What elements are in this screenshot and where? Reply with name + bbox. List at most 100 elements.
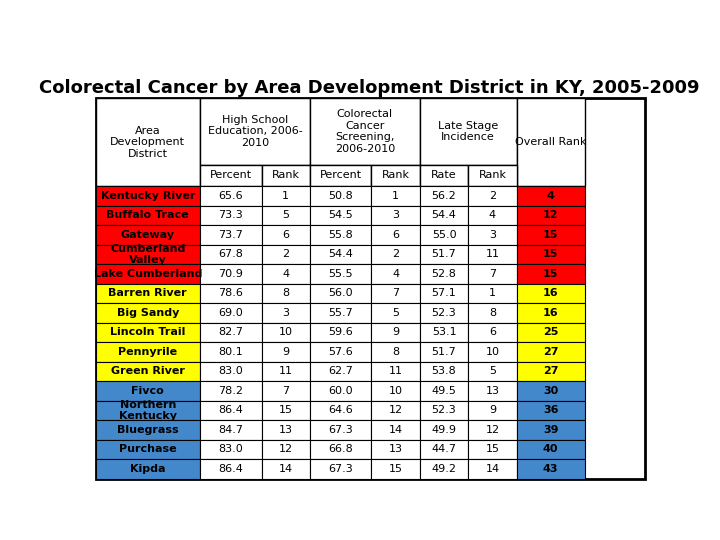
Text: 15: 15 xyxy=(543,269,559,279)
Text: 55.0: 55.0 xyxy=(432,230,456,240)
Bar xyxy=(372,264,420,284)
Bar xyxy=(200,440,261,459)
Text: 27: 27 xyxy=(543,366,559,376)
Bar xyxy=(372,186,420,206)
Bar xyxy=(261,225,310,245)
Text: 73.3: 73.3 xyxy=(218,211,243,220)
Bar xyxy=(420,225,468,245)
Bar xyxy=(261,420,310,440)
Text: 67.8: 67.8 xyxy=(218,249,243,259)
Bar xyxy=(200,303,261,322)
Bar xyxy=(468,362,516,381)
Bar xyxy=(468,459,516,478)
Text: 60.0: 60.0 xyxy=(328,386,353,396)
Bar xyxy=(372,284,420,303)
Bar xyxy=(516,206,585,225)
Bar xyxy=(420,401,468,420)
Bar xyxy=(261,381,310,401)
Bar xyxy=(310,206,372,225)
Bar xyxy=(372,381,420,401)
Text: 12: 12 xyxy=(389,406,402,415)
Text: 86.4: 86.4 xyxy=(218,406,243,415)
Bar xyxy=(96,284,200,303)
Text: 6: 6 xyxy=(489,327,496,338)
Text: Area
Development
District: Area Development District xyxy=(110,125,185,159)
Text: Percent: Percent xyxy=(210,171,252,180)
Text: 86.4: 86.4 xyxy=(218,464,243,474)
Bar xyxy=(96,362,200,381)
Bar xyxy=(200,225,261,245)
Text: 5: 5 xyxy=(282,211,289,220)
Text: 12: 12 xyxy=(485,425,500,435)
Bar xyxy=(468,165,516,186)
Text: 13: 13 xyxy=(485,386,500,396)
Text: 11: 11 xyxy=(279,366,293,376)
Bar xyxy=(200,284,261,303)
Text: 7: 7 xyxy=(282,386,289,396)
Text: 9: 9 xyxy=(392,327,400,338)
Bar xyxy=(96,303,200,322)
Bar xyxy=(420,342,468,362)
Bar xyxy=(261,186,310,206)
Bar xyxy=(420,165,468,186)
Text: 57.6: 57.6 xyxy=(328,347,353,357)
Text: 78.2: 78.2 xyxy=(218,386,243,396)
Bar xyxy=(310,401,372,420)
Bar xyxy=(200,186,261,206)
Bar xyxy=(310,362,372,381)
Text: 9: 9 xyxy=(489,406,496,415)
Bar xyxy=(468,381,516,401)
Text: 15: 15 xyxy=(543,249,559,259)
Bar xyxy=(96,459,200,478)
Text: 16: 16 xyxy=(543,288,559,299)
Bar xyxy=(372,401,420,420)
Text: Northern
Kentucky: Northern Kentucky xyxy=(119,400,177,421)
Bar xyxy=(96,381,200,401)
Text: 70.9: 70.9 xyxy=(218,269,243,279)
Text: 8: 8 xyxy=(489,308,496,318)
Bar xyxy=(96,186,200,206)
Text: 8: 8 xyxy=(282,288,289,299)
Bar xyxy=(372,440,420,459)
Text: Big Sandy: Big Sandy xyxy=(117,308,179,318)
Bar xyxy=(310,186,372,206)
Bar xyxy=(516,303,585,322)
Text: 44.7: 44.7 xyxy=(431,444,456,454)
Text: 53.1: 53.1 xyxy=(432,327,456,338)
Bar xyxy=(200,98,310,165)
Text: 7: 7 xyxy=(392,288,400,299)
Bar xyxy=(516,245,585,264)
Bar xyxy=(516,342,585,362)
Text: 54.4: 54.4 xyxy=(431,211,456,220)
Bar xyxy=(420,264,468,284)
Text: 52.8: 52.8 xyxy=(431,269,456,279)
Bar xyxy=(420,186,468,206)
Text: 10: 10 xyxy=(389,386,402,396)
Bar xyxy=(468,284,516,303)
Text: Lincoln Trail: Lincoln Trail xyxy=(110,327,186,338)
Text: Barren River: Barren River xyxy=(109,288,187,299)
Text: 14: 14 xyxy=(389,425,402,435)
Bar xyxy=(96,401,200,420)
Text: 73.7: 73.7 xyxy=(218,230,243,240)
Bar xyxy=(516,420,585,440)
Text: 84.7: 84.7 xyxy=(218,425,243,435)
Text: 78.6: 78.6 xyxy=(218,288,243,299)
Bar xyxy=(310,381,372,401)
Bar xyxy=(261,264,310,284)
Text: 49.9: 49.9 xyxy=(431,425,456,435)
Bar xyxy=(200,165,261,186)
Text: 66.8: 66.8 xyxy=(328,444,353,454)
Bar xyxy=(468,186,516,206)
Bar xyxy=(420,98,516,165)
Bar xyxy=(468,303,516,322)
Bar xyxy=(310,284,372,303)
Text: 40: 40 xyxy=(543,444,559,454)
Bar xyxy=(310,165,372,186)
Text: 15: 15 xyxy=(389,464,402,474)
Text: 27: 27 xyxy=(543,347,559,357)
Bar xyxy=(372,245,420,264)
Text: 65.6: 65.6 xyxy=(218,191,243,201)
Text: 4: 4 xyxy=(489,211,496,220)
Bar xyxy=(200,322,261,342)
